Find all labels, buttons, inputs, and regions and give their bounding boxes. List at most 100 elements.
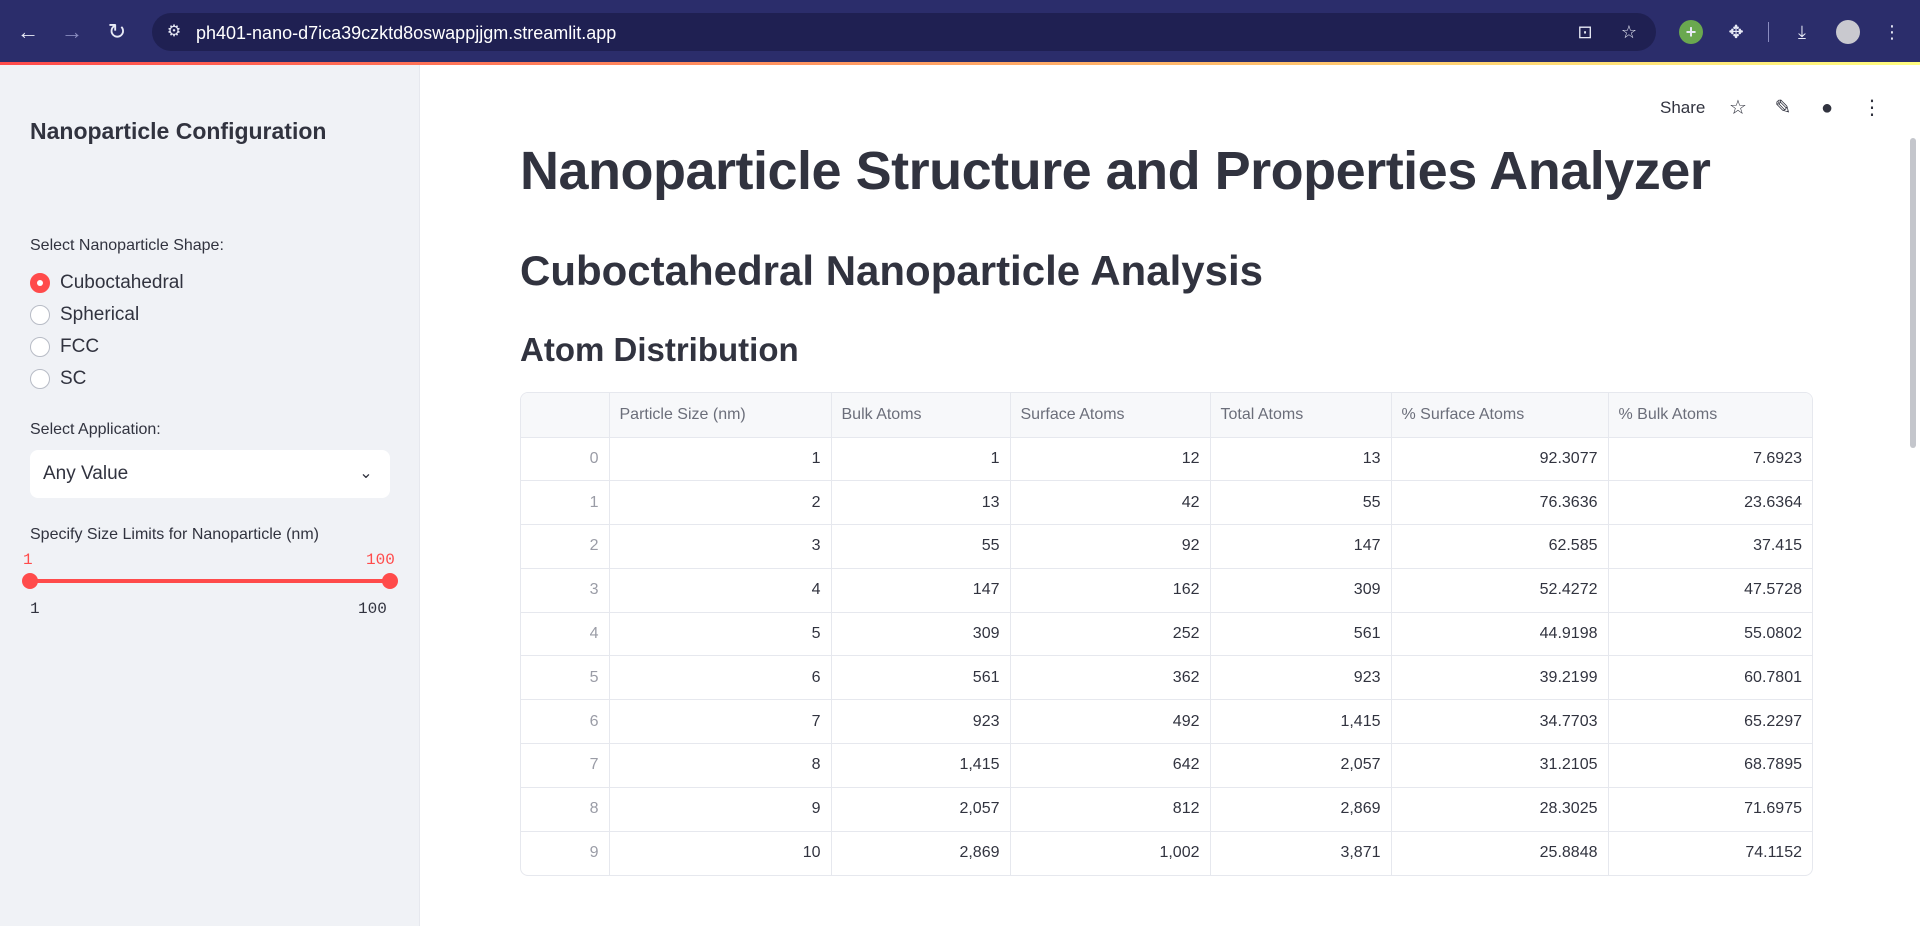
table-cell[interactable]: 7: [609, 699, 832, 745]
row-index-cell[interactable]: 4: [521, 612, 610, 657]
slider-high-thumb[interactable]: [382, 573, 398, 589]
table-cell[interactable]: 5: [609, 612, 832, 657]
back-arrow-icon[interactable]: ←: [17, 19, 39, 44]
table-cell[interactable]: 6: [609, 655, 832, 701]
table-cell[interactable]: 34.7703: [1391, 699, 1609, 745]
star-icon[interactable]: ☆: [1729, 97, 1747, 119]
table-cell[interactable]: 8: [609, 743, 832, 788]
edit-pencil-icon[interactable]: ✎: [1774, 97, 1792, 119]
table-cell[interactable]: 1: [609, 437, 832, 482]
chevron-down-icon[interactable]: ⌄: [359, 465, 373, 482]
page-scrollbar[interactable]: [1910, 138, 1916, 448]
url-text[interactable]: ph401-nano-d7ica39czktd8oswappjjgm.strea…: [196, 23, 617, 43]
download-icon[interactable]: ⤓: [1798, 22, 1806, 42]
table-cell[interactable]: 2,869: [1210, 787, 1392, 832]
column-header[interactable]: % Bulk Atoms: [1608, 393, 1812, 438]
table-cell[interactable]: 162: [1010, 568, 1211, 613]
row-index-cell[interactable]: 7: [521, 743, 610, 788]
table-cell[interactable]: 252: [1010, 612, 1211, 657]
table-cell[interactable]: 13: [831, 480, 1011, 526]
table-cell[interactable]: 55: [831, 524, 1011, 569]
table-cell[interactable]: 923: [831, 699, 1011, 745]
install-app-icon[interactable]: ⊡: [1577, 22, 1593, 42]
table-cell[interactable]: 31.2105: [1391, 743, 1609, 788]
table-cell[interactable]: 1: [831, 437, 1011, 482]
table-cell[interactable]: 642: [1010, 743, 1211, 788]
table-cell[interactable]: 1,002: [1010, 831, 1211, 875]
row-index-cell[interactable]: 0: [521, 437, 610, 482]
table-cell[interactable]: 7.6923: [1608, 437, 1812, 482]
table-cell[interactable]: 923: [1210, 655, 1392, 701]
profile-avatar[interactable]: [1836, 20, 1860, 44]
app-menu-icon[interactable]: ⋮: [1862, 97, 1882, 119]
table-cell[interactable]: 812: [1010, 787, 1211, 832]
site-settings-icon[interactable]: ⚙: [166, 23, 182, 40]
table-cell[interactable]: 47.5728: [1608, 568, 1812, 613]
table-cell[interactable]: 561: [1210, 612, 1392, 657]
table-cell[interactable]: 39.2199: [1391, 655, 1609, 701]
radio-fcc[interactable]: FCC: [30, 335, 99, 359]
bookmark-star-icon[interactable]: ☆: [1620, 22, 1638, 42]
application-select[interactable]: Any Value ⌄: [30, 450, 390, 498]
table-cell[interactable]: 42: [1010, 480, 1211, 526]
row-index-cell[interactable]: 3: [521, 568, 610, 613]
radio-unselected-icon[interactable]: [30, 337, 50, 357]
table-cell[interactable]: 2: [609, 480, 832, 526]
browser-menu-icon[interactable]: ⋮: [1883, 22, 1901, 42]
row-index-cell[interactable]: 5: [521, 655, 610, 701]
table-cell[interactable]: 1,415: [831, 743, 1011, 788]
github-icon[interactable]: ●: [1820, 97, 1834, 119]
table-cell[interactable]: 68.7895: [1608, 743, 1812, 788]
table-cell[interactable]: 147: [831, 568, 1011, 613]
table-cell[interactable]: 23.6364: [1608, 480, 1812, 526]
table-cell[interactable]: 76.3636: [1391, 480, 1609, 526]
radio-sc[interactable]: SC: [30, 367, 86, 391]
table-cell[interactable]: 10: [609, 831, 832, 875]
table-cell[interactable]: 3: [609, 524, 832, 569]
table-cell[interactable]: 65.2297: [1608, 699, 1812, 745]
column-header[interactable]: Bulk Atoms: [831, 393, 1011, 438]
column-header[interactable]: % Surface Atoms: [1391, 393, 1609, 438]
table-cell[interactable]: 92.3077: [1391, 437, 1609, 482]
radio-cuboctahedral[interactable]: Cuboctahedral: [30, 271, 184, 295]
table-cell[interactable]: 55.0802: [1608, 612, 1812, 657]
column-header[interactable]: Total Atoms: [1210, 393, 1392, 438]
radio-spherical[interactable]: Spherical: [30, 303, 139, 327]
row-index-cell[interactable]: 8: [521, 787, 610, 832]
table-cell[interactable]: 2,057: [831, 787, 1011, 832]
table-cell[interactable]: 52.4272: [1391, 568, 1609, 613]
table-cell[interactable]: 3,871: [1210, 831, 1392, 875]
address-bar[interactable]: ⚙ ph401-nano-d7ica39czktd8oswappjjgm.str…: [152, 13, 1656, 51]
table-cell[interactable]: 561: [831, 655, 1011, 701]
size-slider-track[interactable]: [30, 579, 390, 583]
table-cell[interactable]: 92: [1010, 524, 1211, 569]
table-cell[interactable]: 1,415: [1210, 699, 1392, 745]
radio-unselected-icon[interactable]: [30, 305, 50, 325]
table-cell[interactable]: 28.3025: [1391, 787, 1609, 832]
table-cell[interactable]: 147: [1210, 524, 1392, 569]
table-cell[interactable]: 362: [1010, 655, 1211, 701]
column-header[interactable]: [521, 393, 610, 438]
column-header[interactable]: Surface Atoms: [1010, 393, 1211, 438]
table-cell[interactable]: 62.585: [1391, 524, 1609, 569]
table-cell[interactable]: 13: [1210, 437, 1392, 482]
table-cell[interactable]: 25.8848: [1391, 831, 1609, 875]
table-cell[interactable]: 309: [831, 612, 1011, 657]
table-cell[interactable]: 309: [1210, 568, 1392, 613]
extension-plus-icon[interactable]: +: [1679, 20, 1703, 44]
table-cell[interactable]: 71.6975: [1608, 787, 1812, 832]
table-cell[interactable]: 12: [1010, 437, 1211, 482]
table-cell[interactable]: 492: [1010, 699, 1211, 745]
share-button[interactable]: Share: [1660, 98, 1706, 117]
slider-low-thumb[interactable]: [22, 573, 38, 589]
row-index-cell[interactable]: 2: [521, 524, 610, 569]
table-cell[interactable]: 37.415: [1608, 524, 1812, 569]
table-cell[interactable]: 60.7801: [1608, 655, 1812, 701]
forward-arrow-icon[interactable]: →: [61, 19, 83, 44]
row-index-cell[interactable]: 9: [521, 831, 610, 875]
extensions-puzzle-icon[interactable]: ✥: [1728, 22, 1744, 42]
table-cell[interactable]: 2,869: [831, 831, 1011, 875]
table-cell[interactable]: 9: [609, 787, 832, 832]
table-cell[interactable]: 4: [609, 568, 832, 613]
row-index-cell[interactable]: 6: [521, 699, 610, 745]
